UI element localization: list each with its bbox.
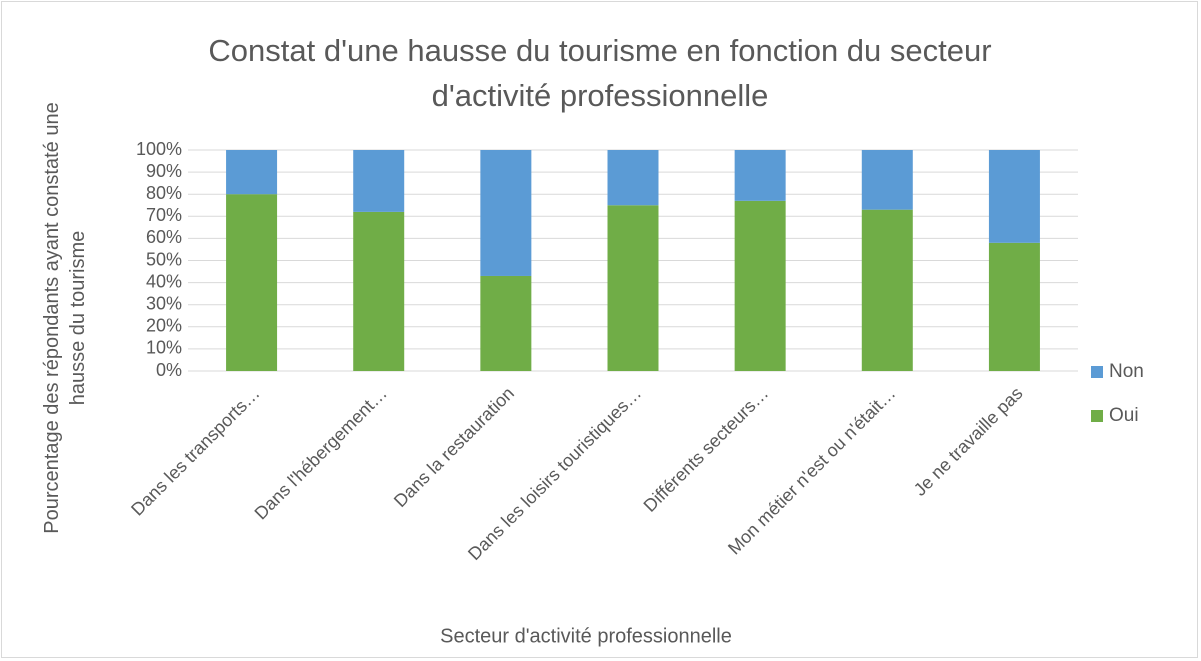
bar-segment <box>734 150 786 201</box>
y-tick-label: 20% <box>146 316 182 336</box>
y-tick-label: 30% <box>146 293 182 313</box>
y-tick-label: 10% <box>146 338 182 358</box>
y-tick-label: 70% <box>146 205 182 225</box>
legend-swatch <box>1091 410 1103 422</box>
y-axis-title: Pourcentage des répondants ayant constat… <box>41 102 89 534</box>
legend-swatch <box>1091 366 1103 378</box>
y-tick-label: 40% <box>146 271 182 291</box>
bar-segment <box>226 194 278 371</box>
y-tick-label: 100% <box>136 139 182 159</box>
bar-segment <box>480 150 532 276</box>
y-tick-label: 0% <box>156 360 182 380</box>
bar-segment <box>861 209 913 371</box>
bar-segment <box>607 205 659 371</box>
bar-segment <box>861 150 913 210</box>
bar-segment <box>988 150 1040 243</box>
bar-segment <box>480 275 532 371</box>
y-tick-label: 50% <box>146 249 182 269</box>
bar-segment <box>226 150 278 195</box>
y-tick-label: 90% <box>146 161 182 181</box>
bar-segment <box>353 211 405 371</box>
x-axis-title: Secteur d'activité professionnelle <box>440 625 732 647</box>
bar-segment <box>607 150 659 206</box>
legend-label: Oui <box>1109 405 1139 426</box>
chart-title: Constat d'une hausse du tourisme en fonc… <box>208 33 992 113</box>
bar-segment <box>988 242 1040 371</box>
y-tick-label: 60% <box>146 227 182 247</box>
legend-label: Non <box>1109 361 1144 382</box>
y-tick-label: 80% <box>146 183 182 203</box>
bar-segment <box>353 150 405 212</box>
bar-segment <box>734 200 786 371</box>
